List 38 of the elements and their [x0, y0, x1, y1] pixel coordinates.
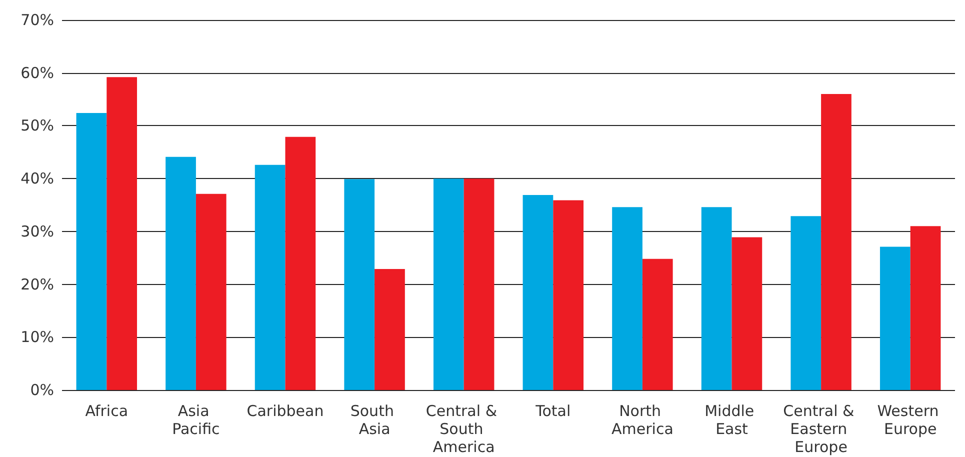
bar — [464, 178, 494, 390]
bar — [196, 194, 226, 390]
bar — [642, 258, 673, 390]
x-tick-label: Asia Pacific — [172, 402, 220, 438]
x-tick-label: Central & Eastern Europe — [783, 402, 859, 456]
x-tick-label: Western Europe — [877, 402, 944, 438]
y-tick-label: 0% — [30, 381, 54, 399]
x-tick-label: South Asia — [350, 402, 399, 438]
bar — [374, 268, 405, 390]
bar — [732, 237, 762, 390]
y-tick-label: 10% — [20, 328, 54, 346]
bar — [612, 207, 642, 390]
y-tick-label: 60% — [20, 64, 54, 82]
bar — [553, 200, 584, 390]
x-tick-label: Middle East — [704, 402, 759, 438]
bar — [880, 246, 910, 390]
bar — [285, 136, 316, 390]
x-tick-label: Central & South America — [426, 402, 502, 456]
x-tick-label: Total — [534, 402, 571, 420]
x-tick-label: Africa — [85, 402, 128, 420]
bar — [166, 156, 196, 390]
bar — [254, 164, 286, 390]
bar — [344, 179, 375, 390]
y-tick-label: 40% — [20, 170, 54, 188]
bar — [106, 77, 138, 390]
y-tick-label: 30% — [20, 222, 54, 240]
bar — [790, 216, 822, 390]
y-tick-label: 50% — [20, 116, 54, 135]
bar — [910, 226, 941, 390]
bar — [522, 194, 554, 390]
bar — [701, 207, 732, 390]
x-tick-label: Caribbean — [246, 402, 324, 420]
bar — [821, 94, 852, 390]
y-tick-label: 70% — [20, 11, 54, 29]
bar — [433, 178, 464, 390]
x-tick-label: North America — [612, 402, 674, 438]
bar — [76, 113, 107, 390]
y-tick-label: 20% — [20, 275, 54, 294]
